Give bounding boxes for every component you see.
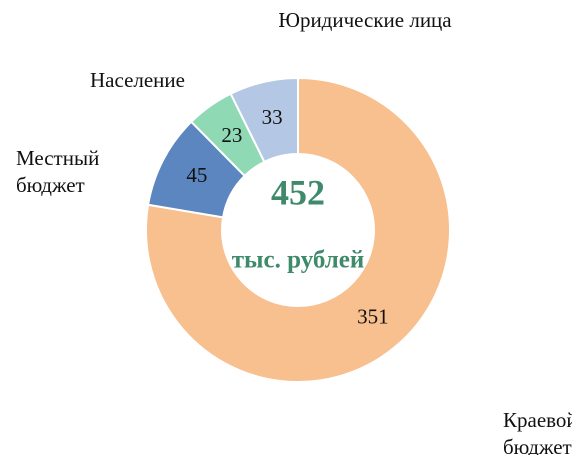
- center-total: 452: [271, 172, 325, 212]
- category-label: Юридические лица: [278, 8, 452, 32]
- center-unit: тыс. рублей: [232, 247, 365, 274]
- category-label: Население: [90, 68, 185, 92]
- value-label: 351: [357, 304, 389, 328]
- value-label: 33: [262, 105, 283, 129]
- category-label: Краевой бюджет: [503, 408, 572, 455]
- slice: [229, 76, 299, 164]
- value-label: 45: [186, 163, 207, 187]
- slice: [145, 76, 451, 383]
- value-label: 23: [221, 123, 242, 147]
- category-label: Местный бюджет: [16, 146, 99, 197]
- donut: [145, 76, 451, 383]
